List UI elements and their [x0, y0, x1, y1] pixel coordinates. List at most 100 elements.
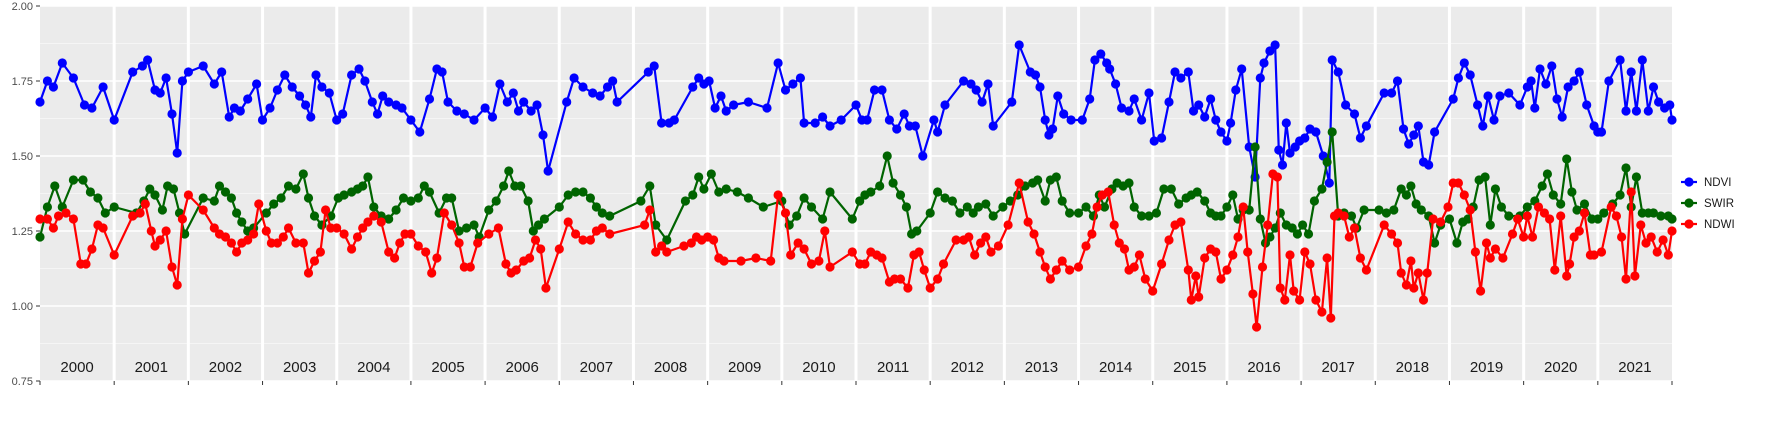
year-label: 2021 — [1618, 359, 1651, 376]
data-point — [780, 85, 791, 95]
data-point — [762, 103, 772, 113]
legend-item-ndvi: NDVI — [1680, 173, 1731, 191]
data-point — [1287, 223, 1297, 233]
data-point — [484, 205, 494, 215]
data-point — [743, 193, 754, 203]
data-point — [1124, 106, 1134, 116]
data-point — [541, 283, 551, 293]
data-point — [901, 202, 912, 212]
data-point — [150, 241, 160, 251]
data-point — [912, 226, 922, 236]
data-point — [1381, 208, 1391, 218]
data-point — [252, 79, 262, 89]
data-point — [562, 97, 572, 107]
data-point — [1117, 103, 1127, 113]
data-point — [1572, 205, 1582, 215]
data-point — [358, 181, 368, 191]
data-point — [1250, 142, 1260, 152]
data-point — [951, 235, 961, 245]
data-point — [588, 88, 598, 98]
data-point — [602, 82, 613, 92]
data-point — [597, 223, 607, 233]
data-point — [1648, 208, 1659, 218]
data-point — [1459, 190, 1469, 200]
data-point — [1473, 100, 1483, 110]
data-point — [220, 187, 231, 197]
data-point — [585, 193, 596, 203]
data-point — [1413, 268, 1423, 278]
data-point — [1547, 61, 1557, 71]
data-point — [1513, 214, 1523, 224]
data-point — [1322, 253, 1332, 263]
data-point — [354, 64, 364, 74]
data-point — [1238, 202, 1248, 212]
data-point — [198, 205, 208, 215]
data-point — [50, 181, 60, 191]
data-point — [714, 187, 724, 197]
data-point — [1096, 49, 1106, 59]
data-point — [976, 238, 986, 248]
data-point — [788, 79, 798, 89]
year-label: 2007 — [580, 359, 613, 376]
data-point — [569, 73, 579, 83]
data-point — [363, 217, 373, 227]
data-point — [1465, 70, 1475, 80]
data-point — [1630, 271, 1640, 281]
data-point — [1404, 139, 1414, 149]
data-point — [1170, 67, 1180, 77]
data-point — [645, 181, 655, 191]
data-point — [332, 115, 342, 125]
data-point — [232, 247, 242, 257]
data-point — [261, 226, 271, 236]
legend-label: NDVI — [1704, 177, 1731, 189]
data-point — [1157, 259, 1167, 269]
legend-item-swir: SWIR — [1680, 194, 1734, 212]
data-point — [758, 202, 768, 212]
data-point — [578, 82, 588, 92]
data-point — [523, 196, 533, 206]
data-point — [649, 61, 659, 71]
data-point — [508, 88, 518, 98]
series-ndvi — [35, 40, 1677, 188]
data-point — [1459, 58, 1469, 68]
data-point — [1430, 238, 1440, 248]
data-point — [1448, 94, 1458, 104]
data-point — [384, 214, 394, 224]
data-point — [249, 229, 259, 239]
year-label: 2005 — [431, 359, 464, 376]
data-point — [1428, 214, 1438, 224]
data-point — [352, 232, 363, 242]
year-label: 2009 — [728, 359, 761, 376]
data-point — [1270, 40, 1280, 50]
data-point — [1406, 181, 1416, 191]
data-point — [1406, 256, 1416, 266]
year-label: 2020 — [1544, 359, 1577, 376]
data-point — [1379, 88, 1389, 98]
data-point — [155, 235, 165, 245]
data-point — [773, 58, 783, 68]
data-point — [491, 196, 501, 206]
data-point — [68, 214, 78, 224]
data-point — [406, 196, 416, 206]
data-point — [98, 223, 108, 233]
data-point — [1519, 232, 1529, 242]
year-label: 2016 — [1247, 359, 1280, 376]
year-label: 2010 — [802, 359, 835, 376]
data-point — [1216, 274, 1226, 284]
data-point — [605, 229, 615, 239]
data-point — [1119, 244, 1130, 254]
data-point — [694, 73, 704, 83]
data-point — [688, 190, 698, 200]
data-point — [578, 187, 588, 197]
data-point — [929, 115, 939, 125]
data-point — [42, 214, 53, 224]
data-point — [1542, 169, 1552, 179]
data-point — [877, 85, 887, 95]
data-point — [1557, 112, 1567, 122]
data-point — [1387, 88, 1397, 98]
data-point — [686, 238, 696, 248]
data-point — [1087, 229, 1097, 239]
data-point — [1322, 157, 1332, 167]
data-point — [406, 115, 416, 125]
